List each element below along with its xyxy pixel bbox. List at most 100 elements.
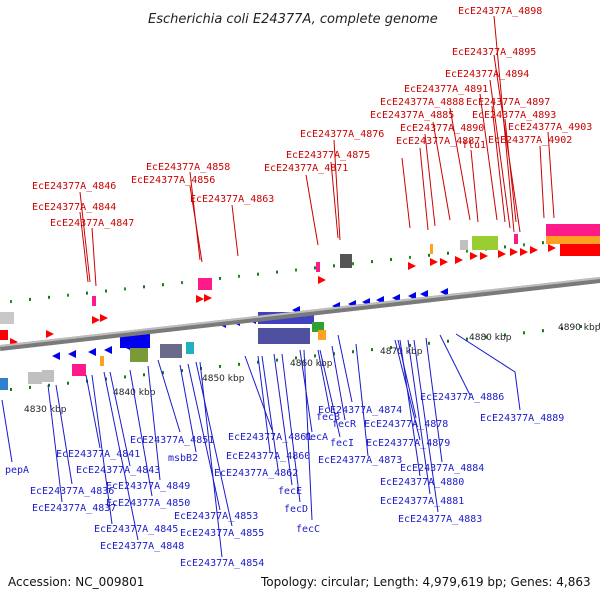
gene-label[interactable]: EcE24377A_4862: [214, 468, 298, 479]
track-marker: [542, 329, 544, 333]
gene-label[interactable]: EcE24377A_4849: [106, 481, 190, 492]
forward-gene-arrow: [455, 256, 463, 264]
track-marker: [561, 327, 563, 331]
gene-label[interactable]: EcE24377A_4875: [286, 150, 370, 161]
reverse-gene-arrow: [420, 290, 428, 298]
gene-label[interactable]: EcE24377A_4879: [366, 438, 450, 449]
track-marker: [276, 358, 278, 362]
track-marker: [295, 356, 297, 360]
track-marker: [67, 293, 69, 297]
track-marker: [314, 266, 316, 270]
track-marker: [29, 385, 31, 389]
gene-label[interactable]: EcE24377A_4876: [300, 129, 384, 140]
gene-label[interactable]: fecB: [316, 412, 340, 423]
gene-label[interactable]: EcE24377A_4856: [131, 175, 215, 186]
gene-label[interactable]: EcE24377A_4841: [56, 449, 140, 460]
gene-label[interactable]: EcE24377A_4846: [32, 181, 116, 192]
gene-label[interactable]: EcE24377A_4850: [106, 498, 190, 509]
gene-label[interactable]: EcE24377A_4897: [466, 97, 550, 108]
track-marker: [181, 281, 183, 285]
track-marker: [10, 388, 12, 391]
top-gene-labels: EcE24377A_4898 EcE24377A_4895 EcE24377A_…: [32, 6, 592, 229]
gene-label[interactable]: EcE24377A_4854: [180, 558, 264, 569]
gene-label[interactable]: EcE24377A_4884: [400, 463, 484, 474]
gene-label[interactable]: EcE24377A_4848: [100, 541, 184, 552]
gene-label[interactable]: EcE24377A_4903: [508, 122, 592, 133]
track-marker: [105, 377, 107, 381]
top-leader-lines: [79, 15, 555, 287]
gene-label[interactable]: fecI: [330, 438, 354, 449]
gene-label[interactable]: EcE24377A_4891: [404, 84, 488, 95]
gene-label[interactable]: EcE24377A_4885: [370, 110, 454, 121]
gene-label[interactable]: EcE24377A_4895: [452, 47, 536, 58]
gene-block: [28, 372, 42, 384]
gene-label[interactable]: EcE24377A_4837: [32, 503, 116, 514]
reverse-gene-arrow: [52, 352, 60, 360]
gene-block: [472, 236, 498, 250]
gene-block: [0, 378, 8, 390]
gene-label[interactable]: msbB2: [168, 453, 198, 464]
gene-label[interactable]: EcE24377A_4836: [30, 486, 114, 497]
gene-label[interactable]: EcE24377A_4843: [76, 465, 160, 476]
gene-block: [160, 344, 182, 358]
gene-label[interactable]: fecC: [296, 524, 320, 535]
track-marker: [314, 354, 316, 358]
gene-label[interactable]: EcE24377A_4883: [398, 514, 482, 525]
gene-label[interactable]: EcE24377A_4851: [130, 435, 214, 446]
forward-gene-arrow: [520, 248, 528, 256]
gene-block: [318, 330, 326, 340]
gene-label[interactable]: EcE24377A_4874: [318, 405, 402, 416]
tick-label: 4860 kbp: [290, 359, 333, 369]
track-marker: [466, 249, 468, 253]
gene-label[interactable]: EcE24377A_4880: [380, 477, 464, 488]
gene-label[interactable]: EcE24377A_4858: [146, 162, 230, 173]
gene-label[interactable]: EcE24377A_4860: [226, 451, 310, 462]
gene-label[interactable]: EcE24377A_4889: [480, 413, 564, 424]
gene-label[interactable]: fecD: [284, 504, 308, 515]
gene-label[interactable]: EcE24377A_4847: [50, 218, 134, 229]
gene-label[interactable]: fecE: [278, 486, 302, 497]
gene-label[interactable]: EcE24377A_4861: [228, 432, 312, 443]
gene-label[interactable]: EcE24377A_4844: [32, 202, 116, 213]
track-marker: [409, 255, 411, 259]
gene-label[interactable]: flu1: [462, 140, 486, 151]
gene-label[interactable]: fecR: [332, 419, 357, 430]
gene-label[interactable]: fecA: [304, 432, 328, 443]
forward-gene-arrow: [548, 244, 556, 252]
gene-label[interactable]: EcE24377A_4888: [380, 97, 464, 108]
gene-label[interactable]: EcE24377A_4855: [180, 528, 264, 539]
gene-label[interactable]: EcE24377A_4887: [396, 136, 480, 147]
track-marker: [428, 253, 430, 257]
gene-label[interactable]: pepA: [5, 465, 29, 476]
gene-label[interactable]: EcE24377A_4863: [190, 194, 274, 205]
track-marker: [219, 276, 221, 280]
gene-label[interactable]: EcE24377A_4886: [420, 392, 504, 403]
track-marker: [48, 383, 50, 387]
gene-block: [130, 348, 148, 362]
gene-label[interactable]: EcE24377A_4853: [174, 511, 258, 522]
forward-gene-arrow: [318, 276, 326, 284]
gene-block: [198, 278, 212, 290]
gene-block: [430, 244, 433, 254]
bottom-gene-labels: EcE24377A_4889 EcE24377A_4886 EcE24377A_…: [5, 392, 564, 569]
gene-label[interactable]: EcE24377A_4894: [445, 69, 529, 80]
gene-label[interactable]: EcE24377A_4898: [458, 6, 542, 17]
gene-label[interactable]: EcE24377A_4845: [94, 524, 178, 535]
gene-label[interactable]: EcE24377A_4890: [400, 123, 484, 134]
track-marker: [124, 375, 126, 379]
track-marker: [10, 300, 12, 303]
gene-label[interactable]: EcE24377A_4873: [318, 455, 402, 466]
gene-label[interactable]: EcE24377A_4902: [488, 135, 572, 146]
track-marker: [352, 262, 354, 266]
reverse-gene-arrow: [88, 348, 96, 356]
reverse-gene-arrow: [440, 288, 448, 296]
forward-gene-arrow: [204, 294, 212, 302]
gene-label[interactable]: EcE24377A_4871: [264, 163, 348, 174]
track-marker: [162, 371, 164, 375]
track-marker: [105, 289, 107, 293]
tick-label: 4880 kbp: [469, 333, 512, 343]
gene-label[interactable]: EcE24377A_4893: [472, 110, 556, 121]
gene-label[interactable]: EcE24377A_4878: [364, 419, 448, 430]
gene-label[interactable]: EcE24377A_4881: [380, 496, 464, 507]
